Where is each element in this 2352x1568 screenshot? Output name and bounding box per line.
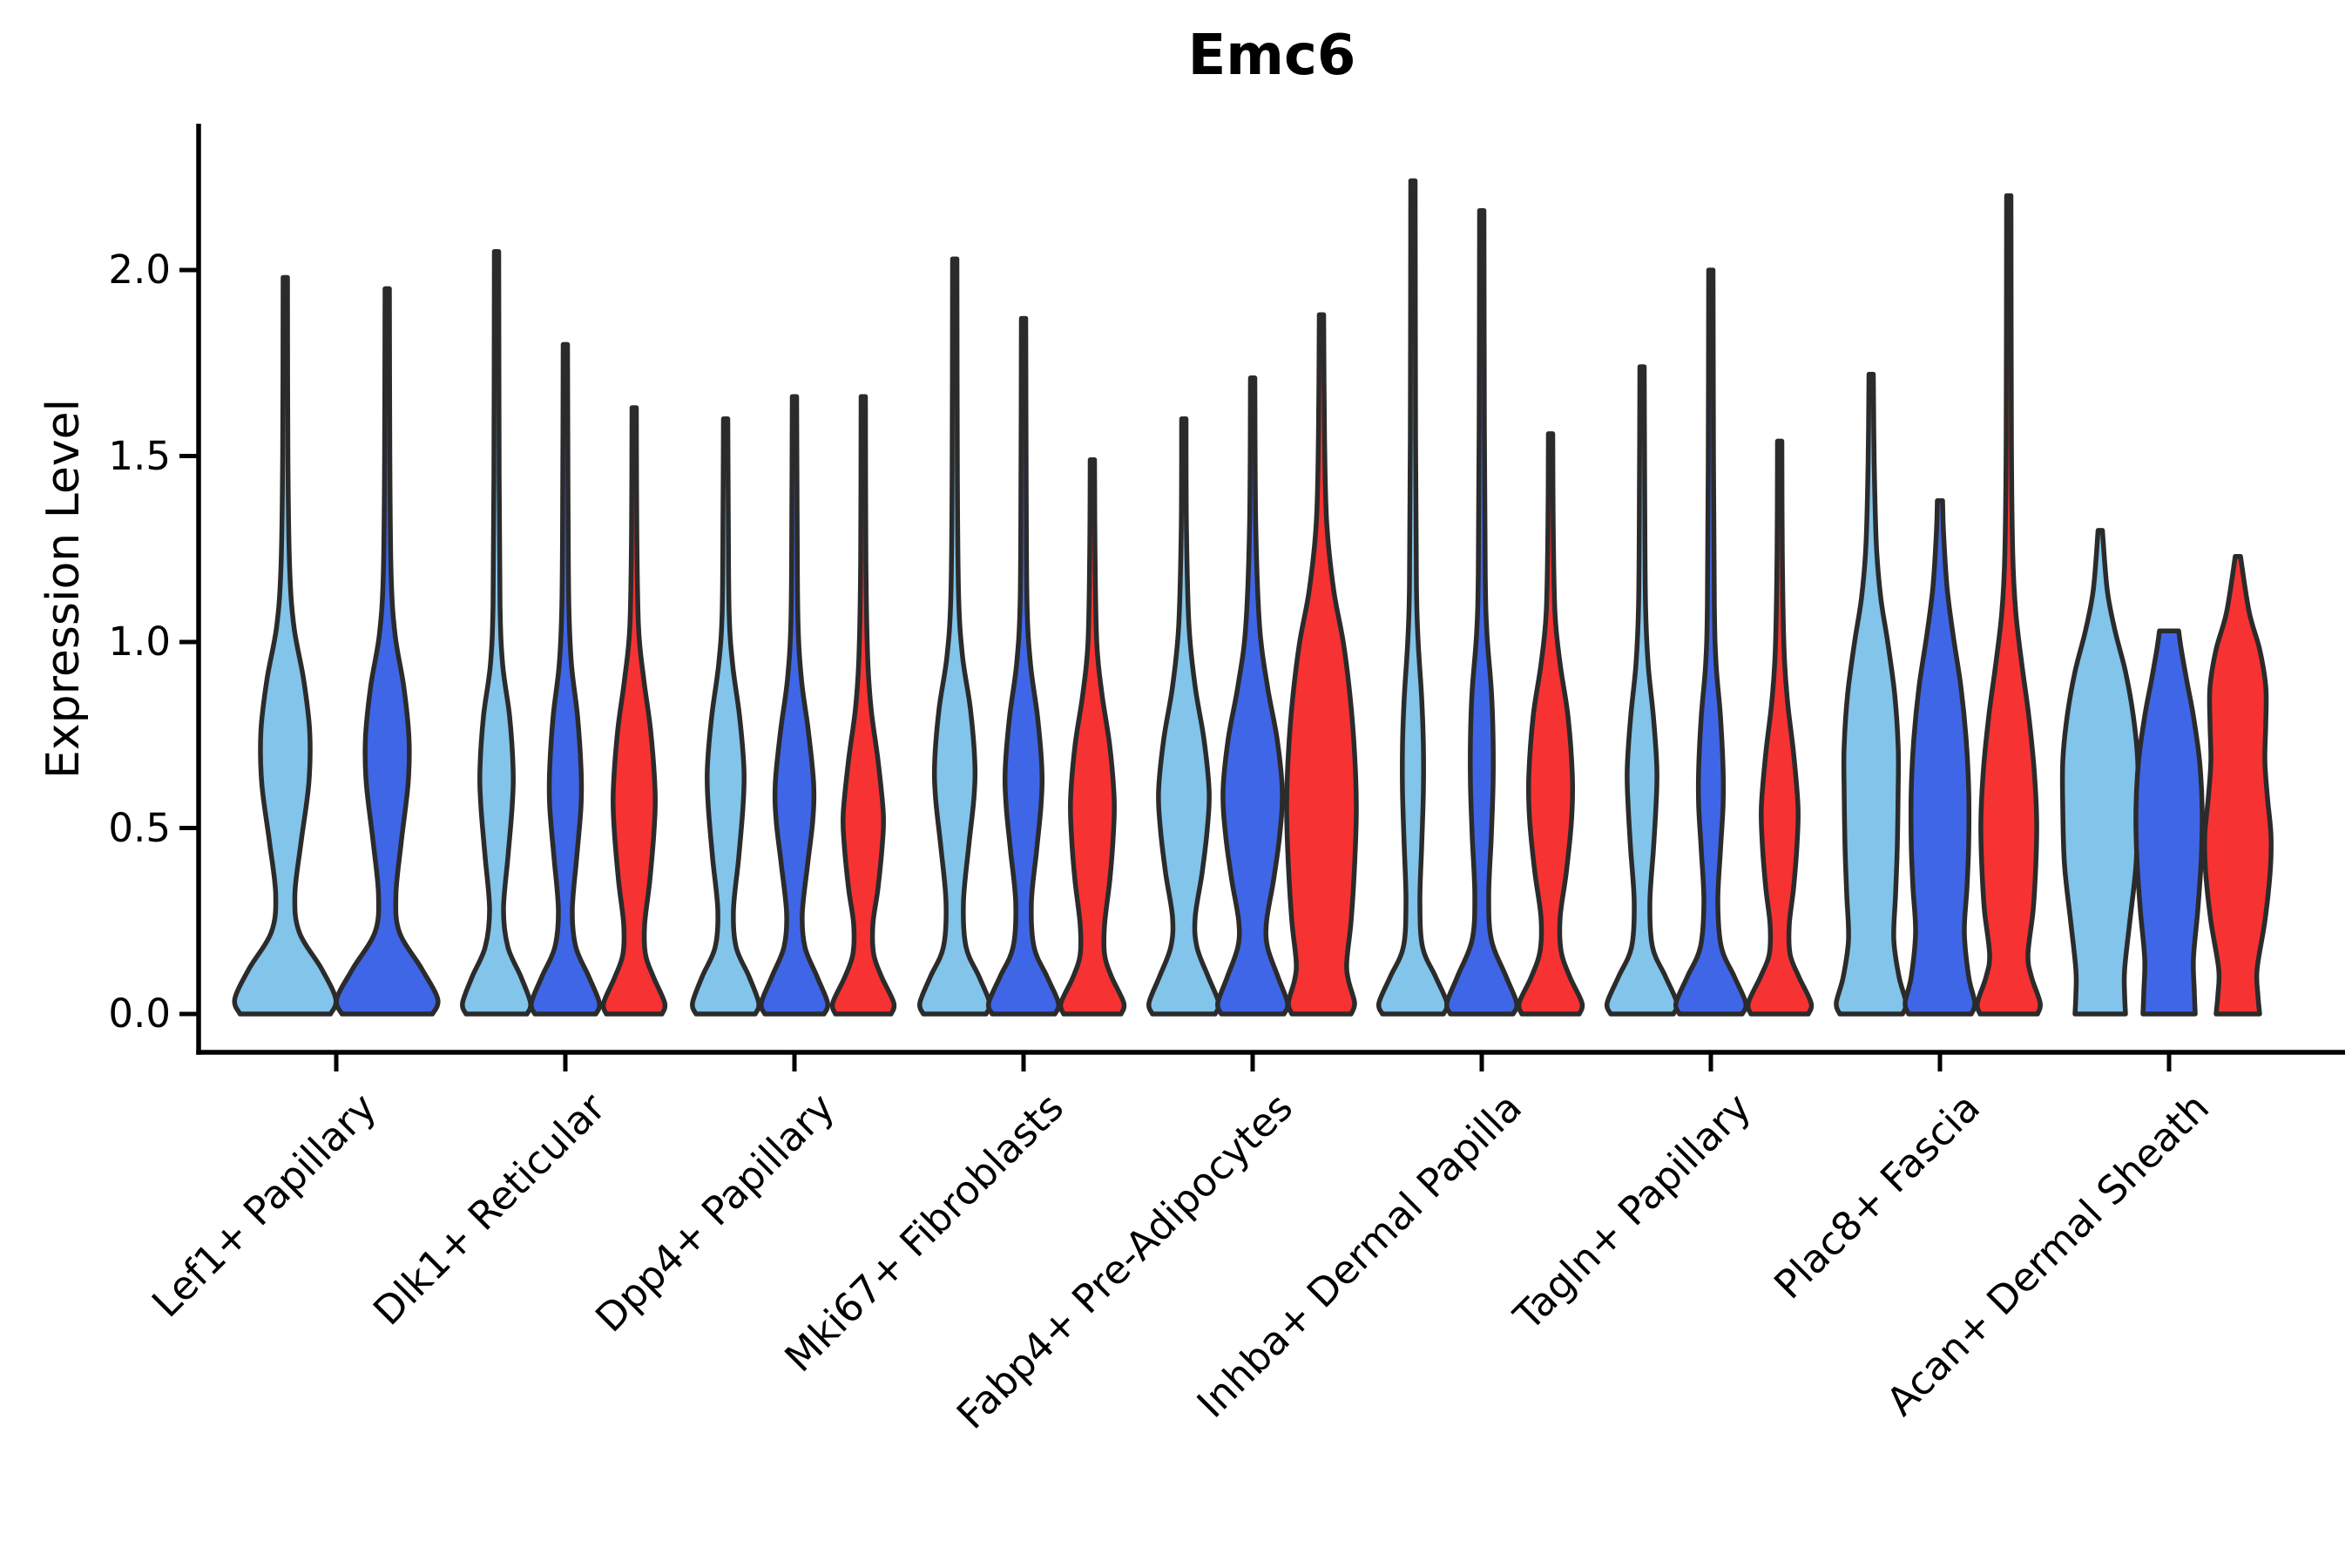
violin-tagln-papillary-blue (1673, 267, 1749, 1017)
violin-fabp4-pre-adipocytes-blue (1215, 375, 1290, 1017)
violin-dlk1-reticular-red (600, 405, 668, 1017)
violin-dpp4-papillary-blue (759, 394, 830, 1017)
violin-plac8-fascia-red (1975, 193, 2043, 1017)
violin-inhba-dermal-papilla-blue (1444, 207, 1519, 1017)
violin-dlk1-reticular-blue (529, 341, 602, 1017)
violin-fabp4-pre-adipocytes-red (1284, 312, 1359, 1017)
violin-plac8-fascia-blue (1903, 497, 1977, 1017)
y-tick-label-0: 0.0 (108, 990, 171, 1037)
violin-lef1-papillary-light-blue (232, 274, 339, 1017)
violin-tagln-papillary-red (1745, 438, 1815, 1017)
violin-dpp4-papillary-red (829, 394, 897, 1017)
violin-inhba-dermal-papilla-red (1516, 431, 1585, 1017)
violin-mki67-fibroblasts-light-blue (917, 256, 992, 1017)
violin-acan-dermal-sheath-light-blue (2059, 528, 2141, 1017)
violin-lef1-papillary-blue (334, 286, 441, 1017)
violin-fabp4-pre-adipocytes-light-blue (1146, 416, 1221, 1017)
violin-acan-dermal-sheath-red (2202, 554, 2274, 1017)
violin-mki67-fibroblasts-blue (985, 315, 1062, 1017)
violin-mki67-fibroblasts-red (1058, 457, 1127, 1017)
violin-dlk1-reticular-light-blue (460, 248, 533, 1017)
violin-inhba-dermal-papilla-light-blue (1375, 178, 1450, 1017)
chart-title: Emc6 (1187, 24, 1356, 88)
violin-dpp4-papillary-light-blue (690, 416, 761, 1017)
y-tick-label-1-5: 1.5 (108, 433, 171, 479)
y-tick-label-0-5: 0.5 (108, 805, 171, 851)
violin-plac8-fascia-light-blue (1834, 371, 1909, 1017)
y-tick-label-1: 1.0 (108, 618, 171, 665)
violin-acan-dermal-sheath-blue (2133, 628, 2205, 1017)
violin-tagln-papillary-light-blue (1604, 364, 1680, 1017)
y-tick-label-2: 2.0 (108, 247, 171, 293)
